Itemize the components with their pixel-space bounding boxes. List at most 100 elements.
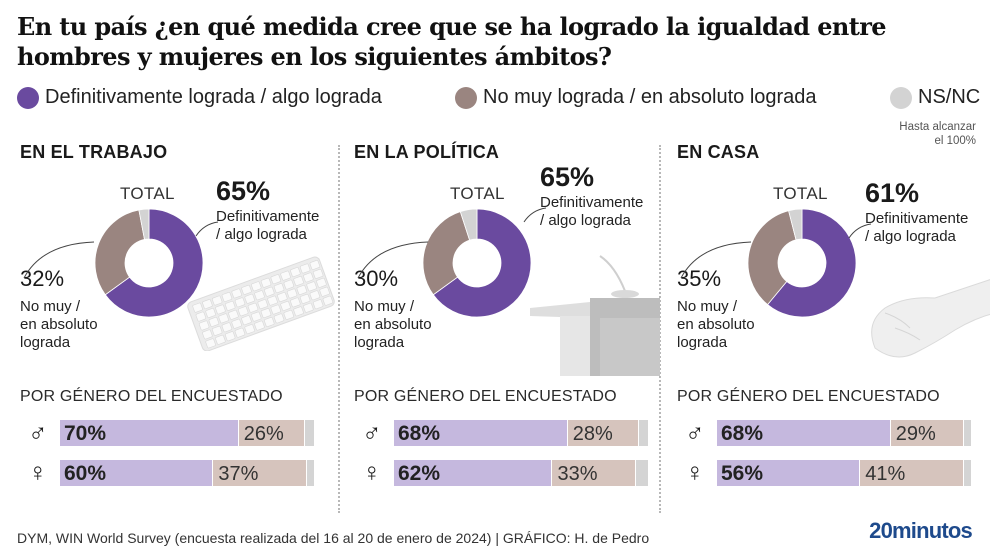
stacked-bar: 68% 28%	[394, 420, 648, 446]
not-achieved-desc-line: en absoluto	[354, 316, 432, 333]
legend-note-line1: Hasta alcanzar	[899, 121, 976, 133]
donut-slice-nsnc	[459, 208, 478, 241]
male-symbol-icon: ♂	[362, 417, 382, 447]
bar-label-not-achieved: 41%	[865, 463, 906, 485]
stacked-bar: 60% 37%	[60, 460, 314, 486]
brand-logo[interactable]: 20minutos	[869, 518, 973, 543]
bar-segment-not-achieved	[551, 460, 636, 486]
gender-row-female: ♀ 62% 33%	[354, 457, 654, 487]
bar-segment-achieved	[60, 420, 238, 446]
achieved-desc: Definitivamente / algo lograda	[216, 208, 319, 244]
leader-line-not-achieved	[680, 241, 752, 279]
leader-line-achieved	[523, 207, 547, 223]
bar-label-achieved: 60%	[64, 462, 107, 485]
donut-slice-achieved	[104, 208, 204, 318]
not-achieved-pct-label: 32%	[20, 266, 65, 291]
female-symbol-icon: ♀	[28, 457, 48, 487]
panel-divider	[659, 145, 661, 513]
panel-divider	[338, 145, 340, 513]
leader-line-not-achieved	[357, 241, 429, 279]
bar-label-achieved: 70%	[64, 422, 107, 445]
leader-line-achieved	[848, 223, 872, 239]
achieved-pct-label: 65%	[540, 162, 595, 192]
gender-section-title: POR GÉNERO DEL ENCUESTADO	[20, 388, 283, 405]
total-label: TOTAL	[120, 184, 175, 203]
legend-dot-not-achieved-icon	[455, 86, 477, 109]
bar-segment-achieved	[717, 420, 890, 446]
bar-segment-not-achieved	[212, 460, 307, 486]
achieved-desc-line: Definitivamente	[540, 194, 644, 211]
legend-label-achieved: Definitivamente lograda / algo lograda	[45, 86, 382, 108]
achieved-desc-line: / algo lograda	[540, 212, 631, 229]
bar-segment-achieved	[717, 460, 860, 486]
gender-row-male: ♂ 68% 28%	[354, 417, 654, 447]
not-achieved-desc-line: en absoluto	[677, 316, 755, 333]
not-achieved-pct-label: 30%	[354, 266, 399, 291]
achieved-pct-label: 65%	[216, 176, 271, 206]
bar-segment-nsnc	[635, 460, 648, 486]
source-footer: DYM, WIN World Survey (encuesta realizad…	[17, 530, 650, 546]
bar-label-not-achieved: 37%	[218, 463, 259, 485]
male-symbol-icon: ♂	[685, 417, 705, 447]
bar-label-achieved: 56%	[721, 462, 764, 485]
bar-segment-achieved	[394, 460, 552, 486]
gender-row-male: ♂ 68% 29%	[677, 417, 977, 447]
panel-title: EN LA POLÍTICA	[354, 142, 500, 162]
achieved-pct-label: 61%	[865, 178, 920, 208]
not-achieved-desc-line: lograda	[677, 334, 728, 351]
female-symbol-icon: ♀	[362, 457, 382, 487]
bar-label-not-achieved: 28%	[572, 423, 613, 445]
achieved-desc-line: Definitivamente	[865, 210, 969, 227]
bar-label-not-achieved: 26%	[243, 423, 284, 445]
bar-segment-achieved	[394, 420, 567, 446]
achieved-desc-line: / algo lograda	[216, 226, 307, 243]
female-symbol-icon: ♀	[685, 457, 705, 487]
stacked-bar: 56% 41%	[717, 460, 971, 486]
gender-row-female: ♀ 60% 37%	[20, 457, 320, 487]
bar-segment-nsnc	[963, 420, 971, 446]
illustration-image	[855, 268, 990, 368]
donut-slice-not-achieved	[94, 209, 145, 296]
bar-segment-nsnc	[303, 420, 314, 446]
donut-chart	[422, 208, 532, 318]
gender-section-title: POR GÉNERO DEL ENCUESTADO	[677, 388, 940, 405]
donut-slice-nsnc	[138, 208, 150, 240]
bar-segment-not-achieved	[566, 420, 638, 446]
not-achieved-desc-line: lograda	[354, 334, 405, 351]
gender-row-female: ♀ 56% 41%	[677, 457, 977, 487]
legend-note: Hasta alcanzar el 100%	[899, 120, 976, 148]
achieved-desc: Definitivamente / algo lograda	[865, 210, 968, 246]
leader-line-achieved	[195, 221, 219, 237]
donut-slice-not-achieved	[422, 211, 471, 296]
gender-section-title: POR GÉNERO DEL ENCUESTADO	[354, 388, 617, 405]
not-achieved-pct-label: 35%	[677, 266, 722, 291]
legend-label-nsnc: NS/NC	[918, 86, 981, 108]
panel-politica: EN LA POLÍTICA TOTAL 65% Definitivamente / a…	[354, 138, 660, 508]
stacked-bar: 68% 29%	[717, 420, 971, 446]
not-achieved-desc-line: en absoluto	[20, 316, 98, 333]
stacked-bar: 62% 33%	[394, 460, 648, 486]
achieved-desc-line: / algo lograda	[865, 228, 956, 245]
gender-row-male: ♂ 70% 26%	[20, 417, 320, 447]
bar-segment-not-achieved	[859, 460, 964, 486]
leader-line-not-achieved	[23, 241, 95, 279]
total-label: TOTAL	[450, 184, 505, 203]
bar-segment-nsnc	[637, 420, 648, 446]
bar-segment-nsnc	[963, 460, 971, 486]
not-achieved-desc: No muy / en absoluto lograda	[677, 298, 755, 352]
bar-segment-achieved	[60, 460, 213, 486]
not-achieved-desc-line: lograda	[20, 334, 71, 351]
legend-dot-achieved-icon	[17, 86, 39, 109]
donut-slice-not-achieved	[747, 210, 797, 306]
illustration-image	[186, 256, 336, 356]
panel-casa: EN CASA TOTAL 61% Definitivamente / algo log…	[677, 138, 990, 508]
panel-trabajo: EN EL TRABAJO TOTAL 65% Definitivamente / al…	[20, 138, 335, 508]
achieved-desc-line: Definitivamente	[216, 208, 320, 225]
not-achieved-desc: No muy / en absoluto lograda	[20, 298, 98, 352]
legend: Definitivamente lograda / algo lograda N…	[17, 86, 980, 116]
donut-chart	[94, 208, 204, 318]
legend-note-line2: el 100%	[934, 135, 976, 147]
not-achieved-desc-line: No muy /	[677, 298, 738, 315]
bar-segment-not-achieved	[237, 420, 304, 446]
legend-dot-nsnc-icon	[890, 86, 912, 109]
